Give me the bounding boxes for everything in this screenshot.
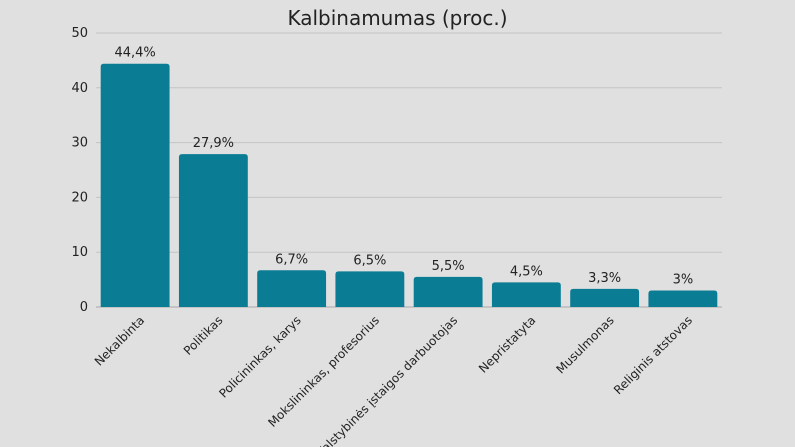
category-label: Politikas: [181, 313, 226, 358]
category-label: Religinis atstovas: [611, 313, 695, 397]
y-tick-label: 10: [71, 245, 88, 260]
category-label: Nepristatyta: [476, 313, 539, 376]
category-label: Nekalbinta: [92, 313, 147, 368]
bar: [100, 63, 170, 307]
y-axis: 0 10 20 30 40 50: [71, 26, 88, 315]
y-tick-label: 40: [71, 81, 88, 96]
y-tick-label: 50: [71, 26, 88, 41]
y-tick-label: 0: [80, 300, 88, 315]
data-label: 3,3%: [588, 271, 621, 286]
chart-title: Kalbinamumas (proc.): [287, 6, 508, 30]
category-label: Valstybinės įstaigos darbuotojas: [314, 313, 461, 447]
bar: [491, 282, 561, 307]
bar: [413, 276, 483, 307]
y-tick-label: 20: [71, 190, 88, 205]
data-label: 27,9%: [193, 136, 234, 151]
bar: [178, 154, 248, 307]
data-label: 6,7%: [275, 252, 308, 267]
bar: [570, 288, 640, 307]
data-label: 5,5%: [432, 259, 465, 274]
data-label: 44,4%: [114, 46, 155, 61]
category-label: Policininkas, karys: [216, 313, 303, 400]
y-tick-label: 30: [71, 136, 88, 151]
data-label: 6,5%: [353, 253, 386, 268]
data-label: 4,5%: [510, 264, 543, 279]
bars: [100, 63, 718, 307]
bar: [648, 290, 718, 307]
bar: [335, 271, 405, 307]
bar: [257, 270, 327, 307]
data-label: 3%: [673, 273, 694, 288]
data-labels: 44,4% 27,9% 6,7% 6,5% 5,5% 4,5% 3,3% 3%: [114, 46, 693, 288]
category-label: Musulmonas: [554, 313, 617, 376]
